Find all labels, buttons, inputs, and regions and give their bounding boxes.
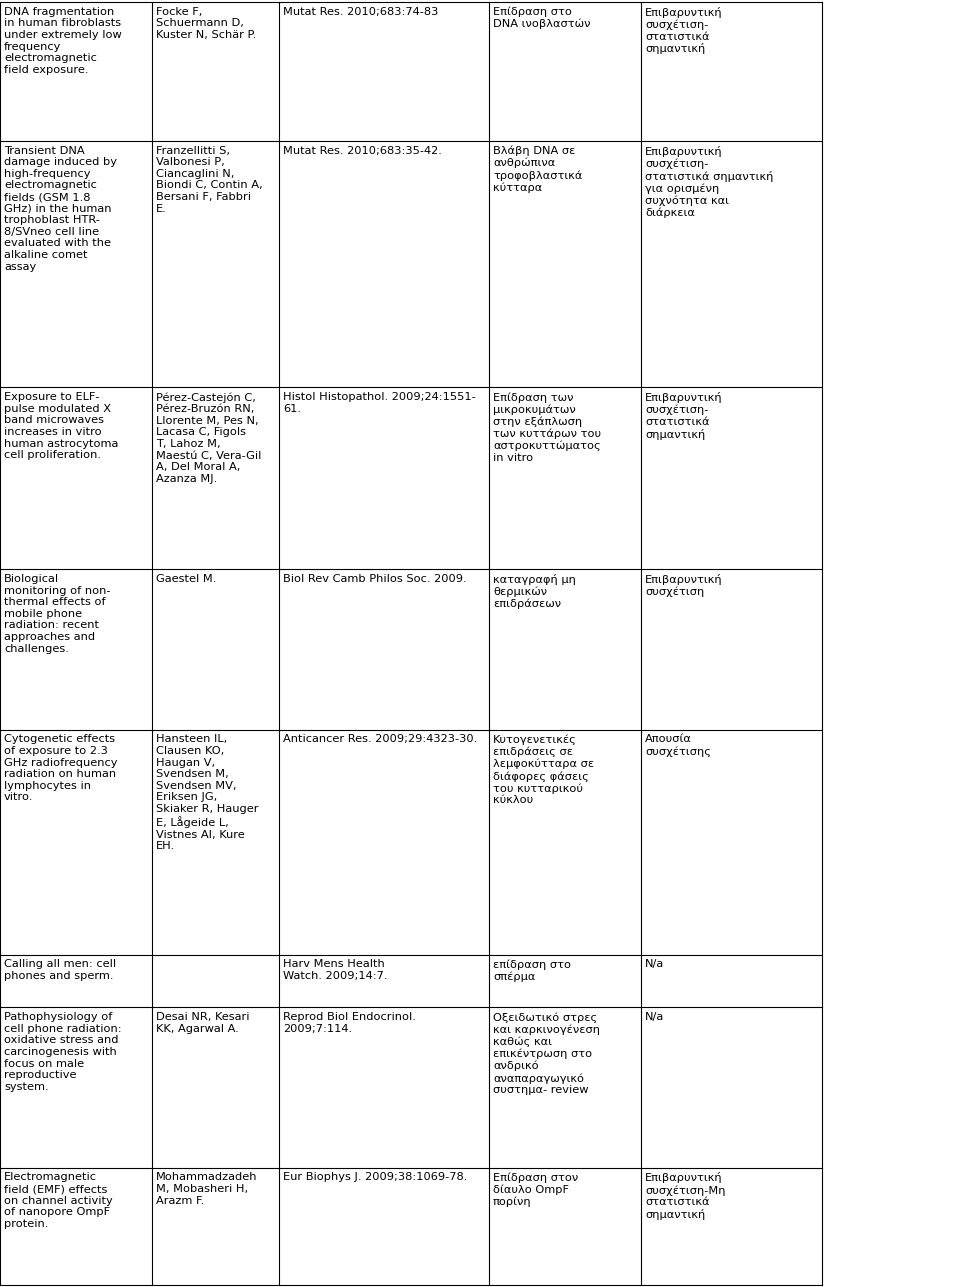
Text: καταγραφή μη
θερμικών
επιδράσεων: καταγραφή μη θερμικών επιδράσεων: [493, 574, 576, 610]
Text: Επίδραση στον
δίαυλο OmpF
πορίνη: Επίδραση στον δίαυλο OmpF πορίνη: [493, 1172, 578, 1207]
Text: Επίδραση των
μικροκυμάτων
στην εξάπλωση
των κυττάρων του
αστροκυττώματος
in vitr: Επίδραση των μικροκυμάτων στην εξάπλωση …: [493, 393, 601, 463]
Text: Επιβαρυντική
συσχέτιση-Μη
στατιστικά
σημαντική: Επιβαρυντική συσχέτιση-Μη στατιστικά σημ…: [645, 1172, 726, 1220]
Text: Gaestel M.: Gaestel M.: [156, 574, 216, 584]
Text: Desai NR, Kesari
KK, Agarwal A.: Desai NR, Kesari KK, Agarwal A.: [156, 1012, 250, 1033]
Text: N/a: N/a: [645, 1012, 664, 1022]
Text: Transient DNA
damage induced by
high-frequency
electromagnetic
fields (GSM 1.8
G: Transient DNA damage induced by high-fre…: [4, 145, 117, 272]
Text: Κυτογενετικές
επιδράσεις σε
λεμφοκύτταρα σε
διάφορες φάσεις
του κυτταρικού
κύκλο: Κυτογενετικές επιδράσεις σε λεμφοκύτταρα…: [493, 735, 594, 806]
Text: Οξειδωτικό στρες
και καρκινογένεση
καθώς και
επικέντρωση στο
ανδρικό
αναπαραγωγι: Οξειδωτικό στρες και καρκινογένεση καθώς…: [493, 1012, 600, 1095]
Text: Pérez-Castejón C,
Pérez-Bruzón RN,
Llorente M, Pes N,
Lacasa C, Figols
T, Lahoz : Pérez-Castejón C, Pérez-Bruzón RN, Llore…: [156, 393, 261, 484]
Text: Biological
monitoring of non-
thermal effects of
mobile phone
radiation: recent
: Biological monitoring of non- thermal ef…: [4, 574, 110, 654]
Text: Mutat Res. 2010;683:74-83: Mutat Res. 2010;683:74-83: [283, 6, 439, 17]
Text: Hansteen IL,
Clausen KO,
Haugan V,
Svendsen M,
Svendsen MV,
Eriksen JG,
Skiaker : Hansteen IL, Clausen KO, Haugan V, Svend…: [156, 735, 258, 851]
Text: επίδραση στο
σπέρμα: επίδραση στο σπέρμα: [493, 960, 571, 982]
Text: Reprod Biol Endocrinol.
2009;7:114.: Reprod Biol Endocrinol. 2009;7:114.: [283, 1012, 416, 1033]
Text: Επιβαρυντική
συσχέτιση-
στατιστικά
σημαντική: Επιβαρυντική συσχέτιση- στατιστικά σημαν…: [645, 393, 723, 440]
Text: Calling all men: cell
phones and sperm.: Calling all men: cell phones and sperm.: [4, 960, 116, 981]
Text: Focke F,
Schuermann D,
Kuster N, Schär P.: Focke F, Schuermann D, Kuster N, Schär P…: [156, 6, 256, 40]
Text: Franzellitti S,
Valbonesi P,
Ciancaglini N,
Biondi C, Contin A,
Bersani F, Fabbr: Franzellitti S, Valbonesi P, Ciancaglini…: [156, 145, 263, 214]
Text: Pathophysiology of
cell phone radiation:
oxidative stress and
carcinogenesis wit: Pathophysiology of cell phone radiation:…: [4, 1012, 122, 1091]
Text: Exposure to ELF-
pulse modulated X
band microwaves
increases in vitro
human astr: Exposure to ELF- pulse modulated X band …: [4, 393, 118, 461]
Text: Βλάβη DNA σε
ανθρώπινα
τροφοβλαστικά
κύτταρα: Βλάβη DNA σε ανθρώπινα τροφοβλαστικά κύτ…: [493, 145, 583, 193]
Text: Επίδραση στο
DNA ινοβλαστών: Επίδραση στο DNA ινοβλαστών: [493, 6, 590, 30]
Text: Επιβαρυντική
συσχέτιση-
στατιστικά σημαντική
για ορισμένη
συχνότητα και
διάρκεια: Επιβαρυντική συσχέτιση- στατιστικά σημαν…: [645, 145, 774, 219]
Text: Electromagnetic
field (EMF) effects
on channel activity
of nanopore OmpF
protein: Electromagnetic field (EMF) effects on c…: [4, 1172, 112, 1229]
Text: Eur Biophys J. 2009;38:1069-78.: Eur Biophys J. 2009;38:1069-78.: [283, 1172, 468, 1183]
Text: Biol Rev Camb Philos Soc. 2009.: Biol Rev Camb Philos Soc. 2009.: [283, 574, 467, 584]
Text: Mutat Res. 2010;683:35-42.: Mutat Res. 2010;683:35-42.: [283, 145, 442, 156]
Text: Cytogenetic effects
of exposure to 2.3
GHz radiofrequency
radiation on human
lym: Cytogenetic effects of exposure to 2.3 G…: [4, 735, 117, 803]
Text: N/a: N/a: [645, 960, 664, 969]
Text: Επιβαρυντική
συσχέτιση-
στατιστικά
σημαντική: Επιβαρυντική συσχέτιση- στατιστικά σημαν…: [645, 6, 723, 54]
Text: Απουσία
συσχέτισης: Απουσία συσχέτισης: [645, 735, 711, 757]
Text: DNA fragmentation
in human fibroblasts
under extremely low
frequency
electromagn: DNA fragmentation in human fibroblasts u…: [4, 6, 122, 75]
Text: Histol Histopathol. 2009;24:1551-
61.: Histol Histopathol. 2009;24:1551- 61.: [283, 393, 476, 413]
Text: Harv Mens Health
Watch. 2009;14:7.: Harv Mens Health Watch. 2009;14:7.: [283, 960, 388, 981]
Text: Mohammadzadeh
M, Mobasheri H,
Arazm F.: Mohammadzadeh M, Mobasheri H, Arazm F.: [156, 1172, 257, 1206]
Text: Επιβαρυντική
συσχέτιση: Επιβαρυντική συσχέτιση: [645, 574, 723, 597]
Text: Anticancer Res. 2009;29:4323-30.: Anticancer Res. 2009;29:4323-30.: [283, 735, 477, 744]
